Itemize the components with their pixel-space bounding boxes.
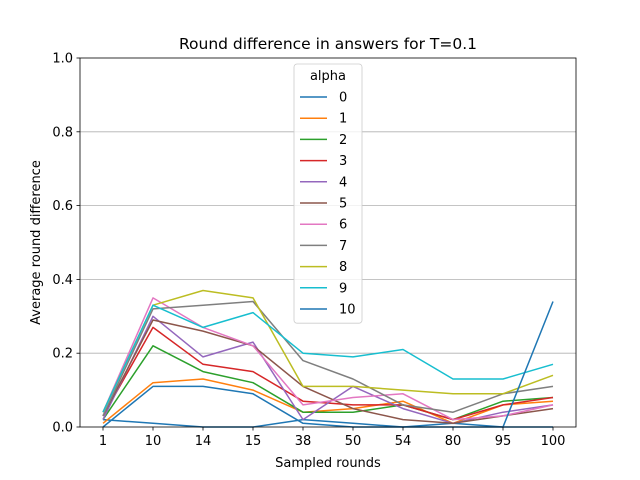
x-tick-label: 50 bbox=[345, 434, 362, 449]
chart-title: Round difference in answers for T=0.1 bbox=[179, 35, 477, 53]
x-tick-label: 95 bbox=[495, 434, 512, 449]
x-tick-label: 10 bbox=[145, 434, 162, 449]
series-line-alpha-6 bbox=[102, 297, 554, 421]
legend-entry: 9 bbox=[339, 281, 347, 296]
legend-entry: 10 bbox=[339, 303, 356, 318]
legend-entry: 5 bbox=[339, 197, 347, 212]
legend-entry: 7 bbox=[339, 239, 347, 254]
series-line-alpha-7 bbox=[102, 300, 554, 417]
y-tick-label: 0.6 bbox=[52, 199, 73, 214]
legend-entry: 8 bbox=[339, 260, 347, 275]
x-tick-label: 80 bbox=[445, 434, 462, 449]
legend-entry: 2 bbox=[339, 133, 347, 148]
x-axis-ticks: 1 10 14 15 38 50 54 80 95 100 bbox=[99, 427, 566, 449]
y-tick-label: 0.8 bbox=[52, 125, 73, 140]
y-axis-ticks: 0.0 0.2 0.4 0.6 0.8 1.0 bbox=[52, 52, 80, 436]
legend-entry: 1 bbox=[339, 112, 347, 127]
series-line-alpha-0 bbox=[102, 418, 553, 428]
series-line-alpha-9 bbox=[102, 304, 554, 413]
x-tick-label: 15 bbox=[245, 434, 262, 449]
legend-entry: 4 bbox=[339, 175, 347, 190]
legend-entry: 3 bbox=[339, 154, 347, 169]
legend: alpha 0 1 2 3 4 5 6 7 8 9 10 bbox=[293, 63, 363, 324]
y-axis-label: Average round difference bbox=[29, 160, 44, 325]
y-tick-label: 0.0 bbox=[52, 421, 73, 436]
legend-box bbox=[293, 63, 363, 324]
x-tick-label: 14 bbox=[195, 434, 212, 449]
x-tick-label: 1 bbox=[99, 434, 107, 449]
legend-title: alpha bbox=[310, 69, 346, 84]
series-line-alpha-2 bbox=[102, 345, 554, 421]
series-line-alpha-1 bbox=[102, 378, 554, 425]
legend-entry: 6 bbox=[339, 218, 347, 233]
x-tick-label: 100 bbox=[541, 434, 566, 449]
series-line-alpha-5 bbox=[102, 319, 554, 425]
series-line-alpha-8 bbox=[102, 289, 554, 413]
y-tick-label: 0.4 bbox=[52, 273, 73, 288]
plot-frame bbox=[79, 57, 577, 428]
series-lines bbox=[102, 289, 554, 428]
legend-entry: 0 bbox=[339, 91, 347, 106]
y-tick-label: 1.0 bbox=[52, 52, 73, 67]
x-tick-label: 38 bbox=[295, 434, 312, 449]
y-tick-label: 0.2 bbox=[52, 347, 73, 362]
x-axis-label: Sampled rounds bbox=[275, 456, 381, 471]
x-tick-label: 54 bbox=[395, 434, 412, 449]
